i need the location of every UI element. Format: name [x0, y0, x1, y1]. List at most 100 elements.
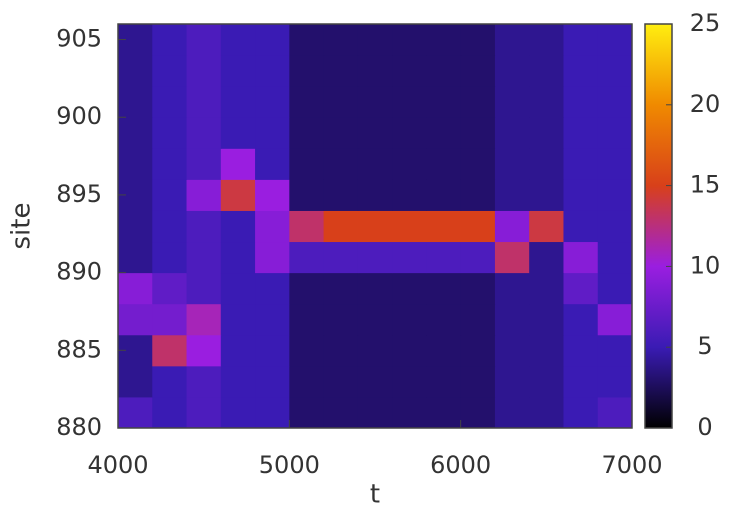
heat-cell [220, 396, 256, 429]
heat-cell [529, 55, 564, 87]
heat-cell [255, 179, 290, 211]
heat-cell [597, 365, 633, 398]
heat-cell [357, 86, 393, 118]
heat-cell [152, 148, 188, 180]
heat-cell [426, 365, 462, 398]
heat-cell [392, 86, 427, 118]
x-tick-label: 5000 [259, 451, 320, 479]
heat-cell [186, 241, 222, 274]
heat-cell [255, 210, 290, 243]
heat-cell [529, 179, 564, 211]
heat-cell [529, 396, 564, 429]
heat-cell [494, 179, 530, 211]
heat-cell [460, 148, 496, 180]
heat-cell [494, 24, 530, 56]
heat-cell [255, 117, 290, 149]
heat-cell [392, 210, 427, 243]
heat-cell [323, 148, 359, 180]
heat-cell [426, 179, 462, 211]
heat-cell [597, 334, 633, 367]
heat-cell [255, 365, 290, 398]
heat-cell [255, 303, 290, 336]
heat-cell [357, 210, 393, 243]
heat-cell [323, 241, 359, 274]
y-tick-label: 885 [56, 335, 102, 363]
heat-cell [460, 55, 496, 87]
heat-cell [357, 117, 393, 149]
heat-cell [597, 148, 633, 180]
heat-cell [529, 303, 564, 336]
heat-cell [323, 334, 359, 367]
heat-cell [392, 303, 427, 336]
colorbar-tick-label: 0 [697, 413, 712, 441]
heat-cell [529, 241, 564, 274]
heat-cell [563, 334, 599, 367]
heat-cell [186, 55, 222, 87]
heat-cell [460, 241, 496, 274]
heat-cell [357, 241, 393, 274]
colorbar-tick-label: 15 [690, 171, 721, 199]
heat-cell [255, 24, 290, 56]
heat-cell [460, 303, 496, 336]
heat-cell [289, 24, 325, 56]
heat-cell [220, 55, 256, 87]
colorbar-tick-label: 25 [690, 9, 721, 37]
heat-cell [357, 396, 393, 429]
heat-cell [152, 210, 188, 243]
heat-cell [323, 86, 359, 118]
x-axis-label: t [370, 480, 380, 510]
heat-cell [152, 86, 188, 118]
heat-cell [220, 24, 256, 56]
heat-cell [186, 117, 222, 149]
heat-cell [426, 148, 462, 180]
heat-cell [152, 396, 188, 429]
heat-cell [152, 272, 188, 305]
heat-cell [357, 179, 393, 211]
heat-cell [494, 334, 530, 367]
heat-cell [289, 303, 325, 336]
heat-cell [186, 365, 222, 398]
heat-cell [118, 365, 153, 398]
heat-cell [597, 210, 633, 243]
heat-cell [323, 210, 359, 243]
heat-cell [152, 241, 188, 274]
heat-cell [597, 24, 633, 56]
heat-cell [597, 272, 633, 305]
heat-cell [357, 334, 393, 367]
y-tick-label: 880 [56, 413, 102, 441]
heat-cell [323, 117, 359, 149]
heat-cell [494, 148, 530, 180]
heat-cell [118, 148, 153, 180]
heat-cell [186, 86, 222, 118]
heat-cell [220, 365, 256, 398]
y-tick-label: 895 [56, 180, 102, 208]
heat-cell [289, 148, 325, 180]
heat-cell [460, 365, 496, 398]
colorbar [644, 23, 673, 429]
heat-cell [186, 272, 222, 305]
heat-cell [357, 303, 393, 336]
heat-cell [597, 86, 633, 118]
heat-cell [118, 210, 153, 243]
heat-cell [563, 55, 599, 87]
heat-cell [529, 117, 564, 149]
heat-cell [529, 365, 564, 398]
heat-cell [152, 117, 188, 149]
heat-cell [460, 272, 496, 305]
heat-cell [289, 210, 325, 243]
heat-cell [529, 272, 564, 305]
heat-cell [323, 303, 359, 336]
heat-cell [118, 86, 153, 118]
heat-cell [563, 24, 599, 56]
heat-cell [323, 365, 359, 398]
heat-cell [186, 210, 222, 243]
heat-cell [529, 334, 564, 367]
heat-cell [289, 272, 325, 305]
heat-cell [460, 117, 496, 149]
heat-cell [392, 396, 427, 429]
heat-cell [255, 55, 290, 87]
heat-cell [357, 272, 393, 305]
heat-cell [494, 272, 530, 305]
heat-cell [529, 86, 564, 118]
